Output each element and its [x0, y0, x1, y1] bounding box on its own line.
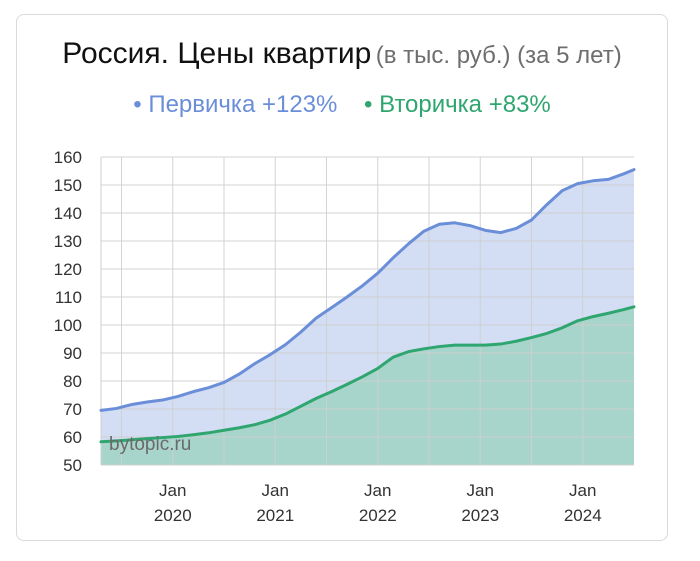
y-tick-label: 160 — [54, 148, 82, 167]
y-tick-label: 120 — [54, 260, 82, 279]
grid-layer — [100, 156, 634, 466]
y-tick-label: 80 — [63, 372, 82, 391]
y-tick-label: 50 — [63, 456, 82, 475]
chart-title: Россия. Цены квартир — [62, 37, 372, 70]
y-tick-label: 70 — [63, 400, 82, 419]
legend-item-secondary: • Вторичка +83% — [364, 91, 551, 118]
series-line-2 — [99, 305, 636, 444]
area-layer — [101, 169, 634, 465]
y-tick-label: 90 — [63, 344, 82, 363]
y-tick-label: 60 — [63, 428, 82, 447]
series-area-2 — [101, 306, 634, 465]
x-tick-label-month: Jan — [159, 481, 186, 500]
x-tick-label-year: 2022 — [359, 506, 397, 525]
chart-subtitle: (в тыс. руб.) (за 5 лет) — [375, 42, 622, 69]
y-tick-label: 100 — [54, 316, 82, 335]
y-tick-label: 150 — [54, 176, 82, 195]
series-line-1 — [99, 168, 636, 412]
x-tick-label-month: Jan — [364, 481, 391, 500]
x-tick-label-month: Jan — [467, 481, 494, 500]
y-tick-label: 110 — [55, 288, 82, 307]
chart-legend: • Первичка +123% • Вторичка +83% — [17, 91, 667, 119]
watermark: bytopic.ru — [109, 434, 191, 455]
chart-title-row: Россия. Цены квартир (в тыс. руб.) (за 5… — [17, 37, 667, 71]
x-tick-label-month: Jan — [262, 481, 289, 500]
x-tick-label-year: 2021 — [256, 506, 294, 525]
x-tick-label-year: 2020 — [154, 506, 192, 525]
x-tick-label-year: 2023 — [461, 506, 499, 525]
y-tick-label: 130 — [54, 232, 82, 251]
y-tick-label: 140 — [54, 204, 82, 223]
x-tick-label-year: 2024 — [564, 506, 602, 525]
x-tick-label-month: Jan — [569, 481, 596, 500]
legend-item-primary: • Первичка +123% — [133, 91, 338, 118]
